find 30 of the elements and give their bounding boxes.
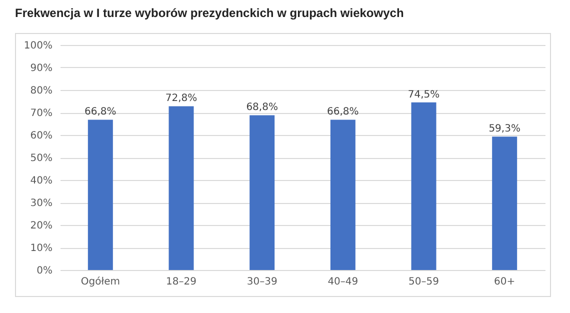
data-label: 74,5%: [408, 89, 440, 100]
x-tick-label: 40–49: [328, 276, 358, 288]
data-label: 66,8%: [84, 106, 116, 118]
data-label: 68,8%: [246, 102, 278, 114]
bar: [330, 120, 356, 270]
y-tick-label: 10%: [30, 243, 52, 254]
bar: [168, 106, 194, 270]
data-label: 72,8%: [165, 93, 198, 104]
x-tick-label: 60+: [494, 276, 516, 288]
bar: [411, 102, 436, 270]
bar: [250, 115, 275, 270]
y-tick-label: 20%: [30, 220, 52, 232]
x-tick-label: 18–29: [166, 276, 196, 288]
data-label: 66,8%: [327, 106, 359, 118]
bar: [88, 120, 113, 270]
x-tick-label: 50–59: [408, 276, 439, 288]
x-tick-label: 30–39: [246, 276, 278, 288]
data-label: 59,3%: [488, 124, 520, 135]
y-tick-label: 50%: [30, 153, 52, 164]
bar: [492, 136, 518, 270]
y-tick-label: 30%: [30, 198, 52, 209]
y-tick-label: 70%: [30, 108, 52, 119]
chart-title: Frekwencja w I turze wyborów prezydenckich w grupach wiekowych: [15, 6, 404, 20]
y-tick-label: 40%: [30, 176, 52, 186]
y-tick-label: 80%: [30, 86, 52, 96]
y-tick-label: 60%: [30, 130, 52, 142]
y-tick-label: 90%: [30, 63, 52, 74]
y-tick-label: 100%: [24, 40, 52, 52]
x-tick-label: Ogółem: [80, 276, 120, 288]
y-tick-label: 0%: [36, 266, 52, 276]
